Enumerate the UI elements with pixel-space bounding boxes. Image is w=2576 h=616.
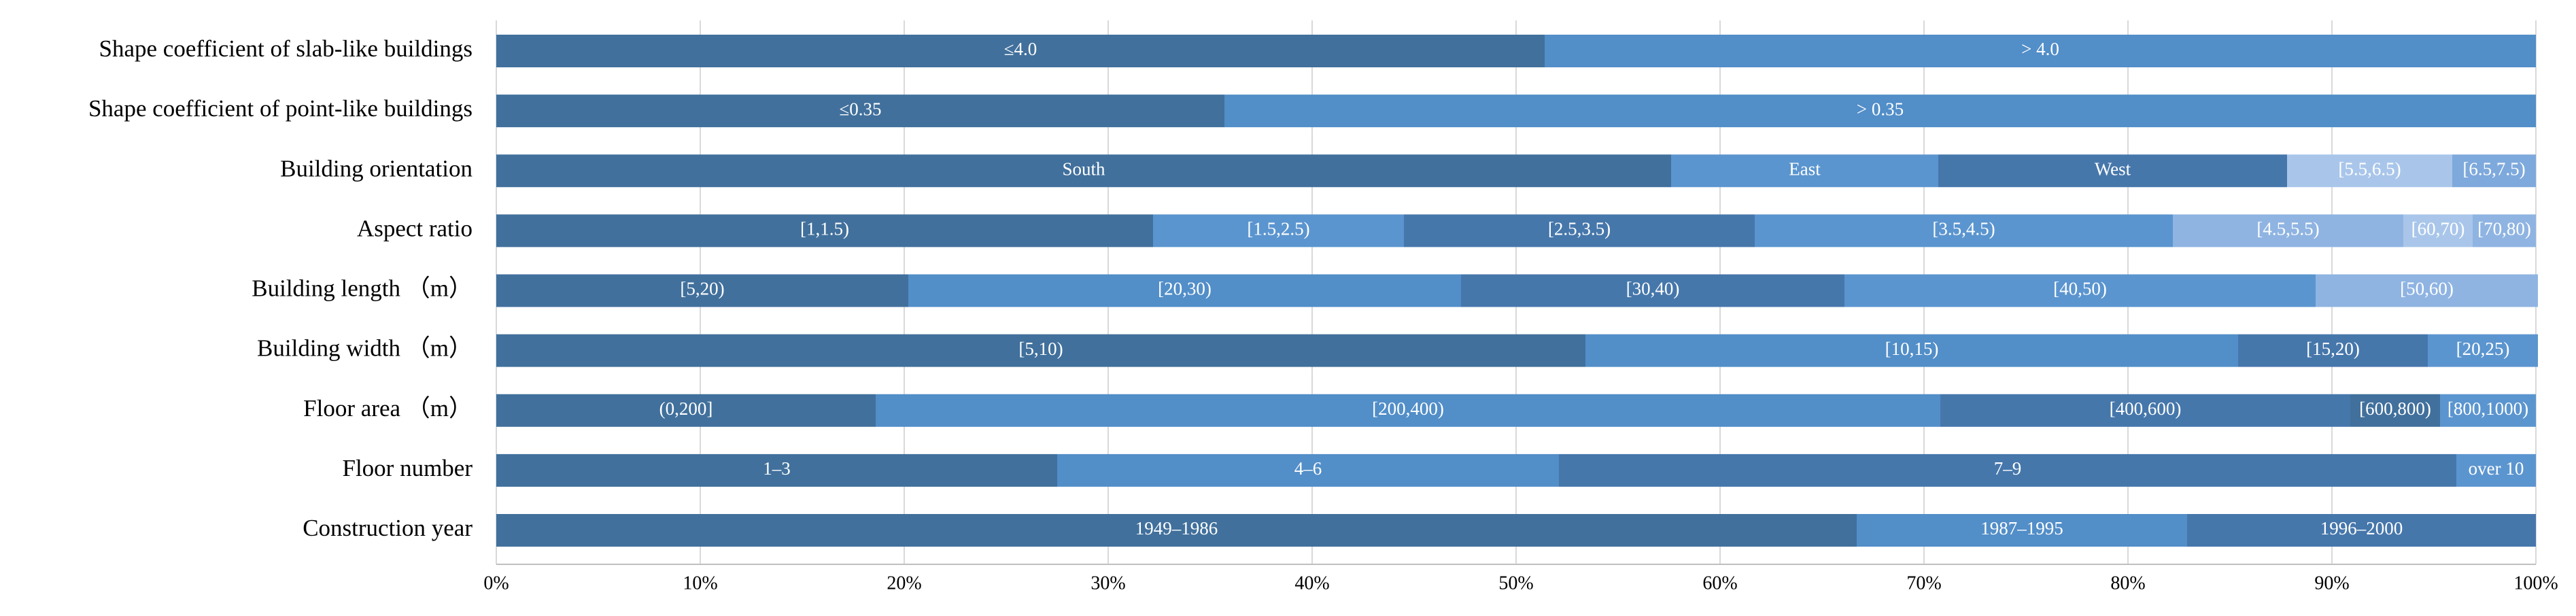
bar-segment <box>2287 154 2452 188</box>
segment-label: [40,50) <box>2053 279 2107 299</box>
x-tick-label: 50% <box>1498 572 1533 594</box>
bar-segment <box>1545 35 2536 67</box>
bar-segment <box>2350 394 2440 427</box>
bar-segment <box>496 214 1153 247</box>
segment-label: > 4.0 <box>2021 39 2059 59</box>
bar-segment <box>2456 454 2536 487</box>
bar-segment <box>2452 154 2536 188</box>
bar-segment <box>1404 214 1755 247</box>
bar-segment <box>1938 154 2287 188</box>
bar-segment <box>2473 214 2536 247</box>
y-tick-label: Floor area （m） <box>303 395 473 422</box>
segment-label: [30,40) <box>1626 279 1680 299</box>
segment-label: 4–6 <box>1294 458 1322 479</box>
segment-label: [5.5,6.5) <box>2338 158 2401 179</box>
bar-segment <box>1857 514 2187 547</box>
y-tick-label: Shape coefficient of point-like building… <box>88 95 473 122</box>
x-tick-label: 90% <box>2314 572 2349 594</box>
x-tick-label: 70% <box>1906 572 1941 594</box>
bar-segment <box>2187 514 2536 547</box>
segment-label: 1996–2000 <box>2320 518 2403 538</box>
y-tick-label: Building orientation <box>280 155 473 182</box>
bar-segment <box>496 334 1585 367</box>
bar-segment <box>496 95 1224 128</box>
y-tick-label: Aspect ratio <box>357 215 473 241</box>
segment-label: 1–3 <box>763 458 791 479</box>
bar-segment <box>1755 214 2173 247</box>
y-tick-label: Building width （m） <box>257 335 473 362</box>
x-tick-label: 40% <box>1294 572 1329 594</box>
bar-segment <box>2316 274 2538 307</box>
bar-segment <box>1671 154 1938 188</box>
segment-label: East <box>1789 158 1821 179</box>
segment-label: ≤4.0 <box>1004 39 1037 59</box>
x-tick-label: 0% <box>483 572 509 594</box>
segment-label: [50,60) <box>2400 279 2454 299</box>
segment-label: [70,80) <box>2477 219 2531 239</box>
x-tick-label: 80% <box>2110 572 2145 594</box>
segment-label: [1.5,2.5) <box>1247 219 1309 239</box>
bar-segment <box>908 274 1461 307</box>
bar-segment <box>1461 274 1844 307</box>
segment-label: [5,20) <box>680 279 724 299</box>
segment-label: 1987–1995 <box>1980 518 2063 538</box>
x-tick-label: 60% <box>1702 572 1737 594</box>
bar-segment <box>876 394 1940 427</box>
bar-segment <box>2440 394 2536 427</box>
bar-segment <box>1940 394 2350 427</box>
segment-label: [200,400) <box>1372 398 1444 419</box>
x-tick-label: 100% <box>2513 572 2558 594</box>
bar-segment <box>1153 214 1404 247</box>
bar-segment <box>1224 95 2536 128</box>
segment-label: [6.5,7.5) <box>2462 158 2525 179</box>
segment-label: [10,15) <box>1885 339 1939 359</box>
x-tick-label: 10% <box>683 572 717 594</box>
segment-label: [60,70) <box>2411 219 2465 239</box>
y-tick-label: Construction year <box>303 515 473 541</box>
x-tick-label: 30% <box>1090 572 1125 594</box>
segment-label: [5,10) <box>1018 339 1063 359</box>
bar-segment <box>1844 274 2316 307</box>
segment-label: South <box>1062 158 1105 179</box>
bar-segment <box>496 394 876 427</box>
segment-label: [20,25) <box>2456 339 2510 359</box>
y-tick-label: Shape coefficient of slab-like buildings <box>99 35 473 62</box>
y-tick-label: Building length （m） <box>252 275 473 302</box>
bar-segment <box>496 514 1857 547</box>
segment-label: West <box>2095 158 2131 179</box>
segment-label: over 10 <box>2469 458 2524 479</box>
bar-segment <box>1585 334 2238 367</box>
bar-segment <box>1057 454 1559 487</box>
bar-segment <box>496 154 1671 188</box>
segment-label: [600,800) <box>2359 398 2431 419</box>
segment-label: 1949–1986 <box>1135 518 1218 538</box>
segment-label: ≤0.35 <box>839 99 881 119</box>
segment-label: [15,20) <box>2306 339 2360 359</box>
bar-segment <box>2428 334 2538 367</box>
segment-label: [3.5,4.5) <box>1932 219 1995 239</box>
segment-label: 7–9 <box>1994 458 2022 479</box>
bar-segment <box>2238 334 2428 367</box>
segment-label: [1,1.5) <box>800 219 849 239</box>
bar-segment <box>496 274 908 307</box>
segment-label: (0,200] <box>659 398 713 419</box>
bar-segment <box>2403 214 2473 247</box>
segment-label: [2.5,3.5) <box>1548 219 1611 239</box>
segment-label: [20,30) <box>1158 279 1212 299</box>
bar-segment <box>496 454 1057 487</box>
y-tick-label: Floor number <box>342 455 473 481</box>
segment-label: [4.5,5.5) <box>2256 219 2319 239</box>
segment-label: [400,600) <box>2110 398 2182 419</box>
bar-segment <box>496 35 1545 67</box>
x-tick-label: 20% <box>887 572 921 594</box>
segment-label: [800,1000) <box>2448 398 2528 419</box>
bar-segment <box>1559 454 2456 487</box>
segment-label: > 0.35 <box>1857 99 1904 119</box>
bar-segment <box>2173 214 2403 247</box>
